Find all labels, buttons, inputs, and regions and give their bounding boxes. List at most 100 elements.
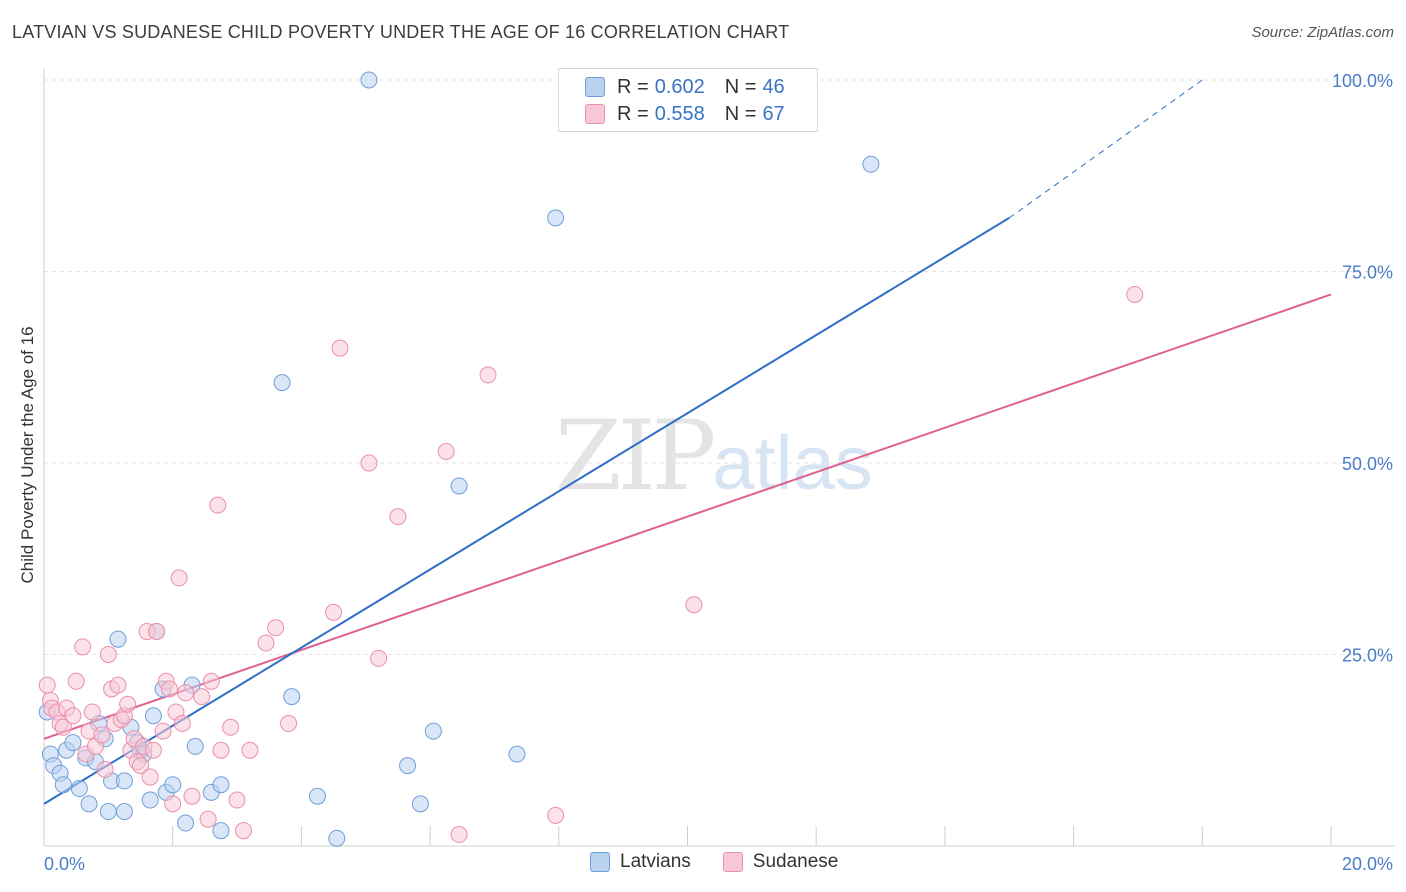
- stats-legend: R = 0.602 N = 46 R = 0.558 N = 67: [558, 68, 818, 132]
- sudanese-point-50: [257, 634, 275, 652]
- latvians-point-33: [212, 822, 230, 840]
- sudanese-point-35: [164, 795, 182, 813]
- legend-item-latvians[interactable]: Latvians: [590, 851, 691, 873]
- sudanese-point-7: [64, 707, 82, 725]
- sudanese-point-60: [479, 366, 497, 384]
- sudanese-point-41: [193, 688, 211, 706]
- sudanese-point-43: [202, 672, 220, 690]
- sudanese-point-54: [331, 339, 349, 357]
- watermark-zip: ZIP: [555, 400, 716, 512]
- sudanese-point-47: [228, 791, 246, 809]
- axes: [43, 68, 1395, 847]
- latvians-trendline: [43, 217, 1010, 805]
- latvians-point-13: [99, 803, 117, 821]
- sudanese-point-32: [154, 722, 172, 740]
- sudanese-point-51: [267, 619, 285, 637]
- sudanese-point-57: [389, 508, 407, 526]
- sudanese-point-55: [360, 454, 378, 472]
- sudanese-point-34: [160, 680, 178, 698]
- sudanese-point-37: [170, 569, 188, 587]
- trend-lines: [43, 79, 1332, 805]
- latvians-point-32: [212, 776, 230, 794]
- sudanese-point-48: [234, 822, 252, 840]
- latvians-trendline-extension: [1008, 79, 1203, 219]
- sudanese-n-value: 67: [762, 102, 785, 125]
- x-tick-label-20: 20.0%: [1342, 854, 1393, 874]
- sudanese-point-58: [437, 443, 455, 461]
- sudanese-point-5: [54, 718, 72, 736]
- latvians-n-value: 46: [762, 75, 785, 98]
- latvians-point-15: [109, 630, 127, 648]
- latvians-r-label: R =: [617, 75, 649, 98]
- sudanese-point-62: [685, 596, 703, 614]
- latvians-point-42: [450, 477, 468, 495]
- sudanese-point-31: [148, 623, 166, 641]
- sudanese-point-52: [280, 714, 298, 732]
- legend-item-sudanese[interactable]: Sudanese: [722, 851, 839, 873]
- sudanese-point-19: [109, 676, 127, 694]
- latvians-point-34: [273, 374, 291, 392]
- latvians-r-value: 0.602: [654, 75, 705, 98]
- sudanese-point-16: [99, 646, 117, 663]
- latvians-point-38: [360, 71, 378, 89]
- sudanese-swatch: [585, 104, 605, 124]
- latvians-point-45: [862, 155, 880, 173]
- sudanese-point-15: [96, 760, 114, 778]
- sudanese-point-61: [547, 806, 565, 824]
- sudanese-point-49: [241, 741, 259, 759]
- chart-title: LATVIAN VS SUDANESE CHILD POVERTY UNDER …: [12, 22, 790, 42]
- sudanese-point-22: [119, 695, 137, 713]
- latvians-legend-label: Latvians: [620, 851, 691, 872]
- sudanese-point-56: [370, 649, 388, 667]
- sudanese-point-8: [67, 672, 85, 690]
- latvians-point-28: [177, 814, 195, 832]
- sudanese-r-label: R =: [617, 102, 649, 125]
- latvians-point-30: [186, 737, 204, 755]
- sudanese-point-0: [38, 676, 56, 694]
- sudanese-point-9: [74, 638, 92, 656]
- sudanese-trendline: [43, 293, 1332, 740]
- series-legend: Latvians Sudanese: [590, 851, 870, 873]
- x-tick-label-0: 0.0%: [44, 854, 85, 874]
- sudanese-point-26: [132, 757, 150, 775]
- latvians-point-39: [399, 757, 417, 775]
- y-tick-label-50: 50.0%: [1342, 454, 1393, 474]
- sudanese-point-44: [209, 496, 227, 514]
- latvians-point-35: [283, 688, 301, 706]
- latvians-point-23: [144, 707, 162, 725]
- latvians-point-22: [141, 791, 159, 809]
- source-credit: Source: ZipAtlas.com: [1251, 24, 1394, 41]
- y-tick-label-75: 75.0%: [1342, 263, 1393, 283]
- latvians-point-41: [424, 722, 442, 740]
- latvians-point-36: [308, 787, 326, 805]
- latvians-point-27: [164, 776, 182, 794]
- grid-lines: [44, 79, 1395, 655]
- sudanese-point-38: [173, 714, 191, 732]
- sudanese-point-39: [177, 684, 195, 702]
- latvians-swatch: [585, 77, 605, 97]
- y-tick-label-25: 25.0%: [1342, 646, 1393, 666]
- latvians-point-6: [64, 734, 82, 752]
- sudanese-point-12: [83, 703, 101, 721]
- sudanese-point-29: [141, 768, 159, 786]
- latvians-point-9: [80, 795, 98, 813]
- sudanese-point-40: [183, 787, 201, 805]
- latvians-point-40: [411, 795, 429, 813]
- latvians-point-37: [328, 829, 346, 847]
- latvians-point-44: [547, 209, 565, 227]
- sudanese-point-30: [144, 741, 162, 759]
- sudanese-point-46: [222, 718, 240, 736]
- sudanese-point-59: [450, 826, 468, 844]
- sudanese-point-63: [1126, 285, 1144, 303]
- sudanese-point-14: [93, 726, 111, 744]
- latvians-point-16: [115, 772, 133, 790]
- sudanese-legend-label: Sudanese: [752, 851, 839, 872]
- latvians-point-4: [54, 776, 72, 794]
- sudanese-r-value: 0.558: [654, 102, 705, 125]
- sudanese-point-53: [325, 603, 343, 621]
- sudanese-point-45: [212, 741, 230, 759]
- latvians-n-label: N =: [724, 75, 757, 98]
- tick-labels: 25.0% 50.0% 75.0% 100.0% 0.0% 20.0%: [44, 71, 1393, 874]
- latvians-point-17: [115, 803, 133, 821]
